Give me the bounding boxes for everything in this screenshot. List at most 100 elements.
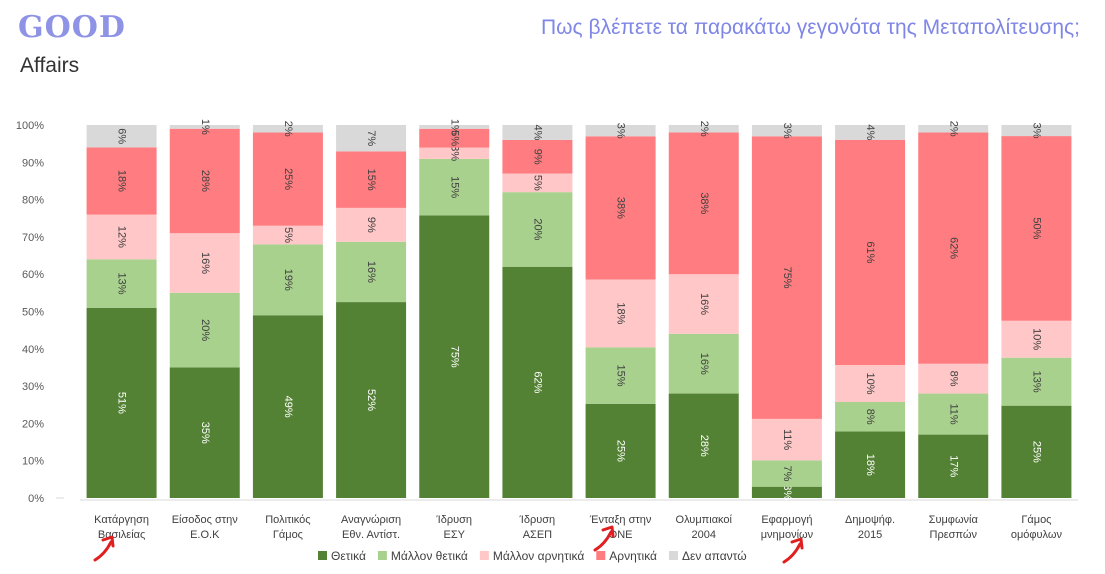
bar-segment	[835, 401, 906, 432]
data-label: 13%	[116, 273, 128, 295]
data-label: 18%	[864, 454, 876, 476]
data-label: 62%	[531, 371, 543, 393]
x-tick-label: Είσοδος στην	[172, 514, 239, 526]
data-label: 10%	[864, 372, 876, 394]
bar-segment	[585, 347, 656, 404]
data-label: 3%	[1030, 123, 1042, 139]
data-label: 75%	[448, 346, 460, 368]
x-tick-label: Ένταξη στην	[589, 514, 652, 526]
legend-swatch	[668, 551, 678, 560]
bar-segment	[86, 147, 157, 215]
data-label: 20%	[531, 218, 543, 240]
data-label: 9%	[365, 217, 377, 233]
legend-swatch	[596, 551, 606, 560]
data-label: 51%	[116, 392, 128, 414]
data-label: 7%	[365, 130, 377, 146]
x-tick-label: Δημοψήφ.	[845, 514, 895, 526]
chart-title: Πως βλέπετε τα παρακάτω γεγονότα της Μετ…	[541, 16, 1080, 39]
y-tick-label: 50%	[22, 307, 44, 319]
data-label: 25%	[1030, 441, 1042, 463]
data-label: 15%	[448, 176, 460, 198]
logo-top-text: GOOD	[18, 10, 126, 45]
x-tick-label: 2004	[692, 529, 716, 541]
bar-segment	[252, 132, 323, 226]
bar-segment	[585, 403, 656, 498]
data-label: 61%	[864, 241, 876, 263]
bar-segment	[419, 147, 490, 159]
bar-segment	[668, 274, 739, 334]
data-label: 16%	[698, 353, 710, 375]
x-tick-label: Ίδρυση	[435, 514, 472, 526]
y-tick-label: 0%	[28, 493, 44, 505]
bar-segment	[419, 125, 490, 129]
x-tick-label: Γάμος	[273, 529, 303, 541]
annotation-arrow-icon	[782, 542, 802, 564]
bar-segment	[419, 215, 490, 498]
bar-segment	[835, 365, 906, 402]
bar-segment	[668, 333, 739, 394]
x-tick-label: Γάμος	[1021, 514, 1051, 526]
annotation-arrow-icon	[93, 540, 113, 562]
x-tick-label: Αναγνώριση	[341, 514, 401, 526]
x-tick-label: ΑΣΕΠ	[523, 529, 552, 541]
legend-entry: Θετικά	[331, 549, 366, 563]
y-tick-label: 100%	[16, 120, 44, 132]
bar-segment	[668, 132, 739, 275]
data-label: 4%	[864, 124, 876, 140]
data-label: 20%	[199, 319, 211, 341]
bar-segment	[169, 128, 240, 234]
data-label: 15%	[365, 169, 377, 191]
bar-segment	[86, 214, 157, 260]
data-label: 38%	[698, 192, 710, 214]
bar-segment	[835, 431, 906, 498]
data-label: 25%	[282, 168, 294, 190]
bar-segment	[252, 244, 323, 316]
y-tick-label: 90%	[22, 157, 44, 169]
y-tick-label: 40%	[22, 344, 44, 356]
data-label: 35%	[199, 422, 211, 444]
data-label: 3%	[781, 123, 793, 139]
data-label: 18%	[116, 170, 128, 192]
data-label: 5%	[282, 227, 294, 243]
bar-segment	[585, 136, 656, 280]
bar-segment	[336, 207, 407, 242]
y-tick-label: 70%	[22, 232, 44, 244]
legend-entry: Μάλλον θετικά	[391, 549, 468, 563]
x-tick-label: Ίδρυση	[519, 514, 556, 526]
bar-segment	[1001, 405, 1072, 498]
bar-segment	[835, 139, 906, 366]
bar-segment	[252, 315, 323, 498]
x-tick-label: ομόφυλων	[1011, 529, 1063, 541]
data-label: 15%	[615, 365, 627, 387]
bar-segment	[751, 418, 822, 461]
data-label: 38%	[615, 197, 627, 219]
data-label: 3%	[781, 484, 793, 500]
bar-segment	[668, 125, 739, 133]
x-tick-label: Συμφωνία	[929, 514, 979, 526]
data-label: 2%	[282, 121, 294, 137]
x-tick-label: 2015	[858, 529, 882, 541]
bar-segment	[419, 128, 490, 148]
data-label: 5%	[448, 130, 460, 146]
data-label: 1%	[199, 119, 211, 135]
bar-segment	[336, 151, 407, 208]
x-tick-label: Ολυμπιακοί	[676, 514, 733, 526]
data-label: 16%	[199, 252, 211, 274]
annotation-arrow-icon	[593, 530, 613, 552]
data-label: 75%	[781, 267, 793, 289]
data-label: 18%	[615, 302, 627, 324]
bar-segment	[502, 192, 573, 267]
data-label: 25%	[615, 440, 627, 462]
bar-segment	[918, 363, 989, 394]
bar-segment	[1001, 320, 1072, 358]
legend-swatch	[479, 551, 489, 560]
bar-segment	[86, 125, 157, 148]
bar-segment	[918, 132, 989, 364]
data-label: 8%	[864, 409, 876, 425]
data-label: 16%	[365, 261, 377, 283]
bar-segment	[169, 125, 240, 129]
y-tick-label: 80%	[22, 195, 44, 207]
data-label: 8%	[947, 371, 959, 387]
data-label: 19%	[282, 269, 294, 291]
logo-bottom-text: Affairs	[20, 54, 80, 77]
